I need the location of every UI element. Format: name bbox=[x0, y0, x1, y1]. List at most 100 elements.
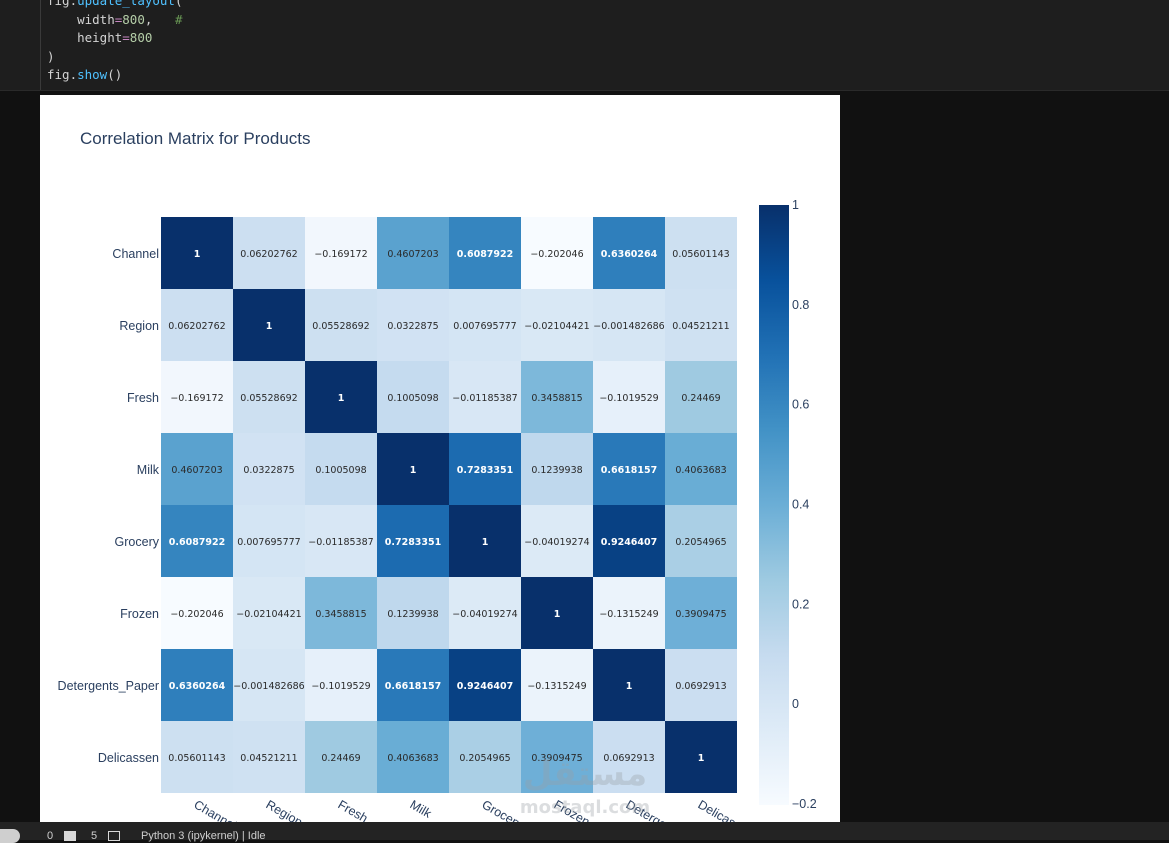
y-tick-label: Channel bbox=[112, 247, 159, 261]
heatmap-cell-label: 0.6087922 bbox=[457, 249, 514, 260]
heatmap-cell bbox=[593, 289, 665, 361]
heatmap-cell-label: 0.05601143 bbox=[672, 249, 729, 260]
heatmap-cell bbox=[449, 289, 521, 361]
colorbar-tick-label: 0.4 bbox=[792, 497, 809, 511]
heatmap-cell bbox=[665, 433, 737, 505]
heatmap-cell bbox=[161, 361, 233, 433]
watermark-logo: مستقل mostaql.com bbox=[520, 754, 650, 818]
heatmap-cell-label: 0.04521211 bbox=[672, 321, 729, 332]
heatmap-cell bbox=[377, 577, 449, 649]
heatmap-cell-label: −0.02104421 bbox=[524, 321, 589, 332]
heatmap-cell bbox=[449, 217, 521, 289]
code-token-width-value: 800 bbox=[122, 11, 145, 27]
x-tick-label: Grocery bbox=[480, 797, 526, 822]
colorbar bbox=[759, 205, 789, 805]
colorbar-tick-labels: 1 0.8 0.6 0.4 0.2 0 −0.2 bbox=[792, 198, 817, 811]
heatmap-cell-label: 0.24469 bbox=[321, 753, 360, 764]
heatmap-cell-label: 0.4063683 bbox=[387, 753, 438, 764]
heatmap-cell-label: 1 bbox=[698, 753, 705, 764]
heatmap-cell bbox=[521, 217, 593, 289]
heatmap-cell-label: 1 bbox=[554, 609, 561, 620]
heatmap-cell-label: 0.1239938 bbox=[531, 465, 582, 476]
heatmap-cell bbox=[593, 361, 665, 433]
kernel-status: Python 3 (ipykernel) | Idle bbox=[141, 830, 266, 842]
colorbar-tick-label: 0.8 bbox=[792, 298, 809, 312]
heatmap-cell bbox=[665, 721, 737, 793]
heatmap-cell bbox=[305, 289, 377, 361]
heatmap-cell-label: 0.0692913 bbox=[603, 753, 654, 764]
colorbar-tick-label: 0.6 bbox=[792, 398, 809, 412]
heatmap-cell-label: −0.04019274 bbox=[524, 537, 589, 548]
heatmap-cell-label: −0.01185387 bbox=[452, 393, 517, 404]
heatmap-cell-label: 0.1005098 bbox=[387, 393, 438, 404]
heatmap-cell bbox=[233, 577, 305, 649]
heatmap-cell-label: 0.2054965 bbox=[675, 537, 726, 548]
heatmap-cell-label: 0.4063683 bbox=[675, 465, 726, 476]
heatmap-cell bbox=[593, 649, 665, 721]
heatmap-cell-label: 0.4607203 bbox=[171, 465, 222, 476]
heatmap-cell bbox=[377, 433, 449, 505]
code-editor[interactable]: fig.update_layout( width=800, # height=8… bbox=[47, 0, 183, 85]
heatmap-cell bbox=[449, 721, 521, 793]
heatmap-cell bbox=[449, 577, 521, 649]
heatmap-cell-label: 0.007695777 bbox=[453, 321, 516, 332]
code-token-height: height bbox=[77, 30, 123, 45]
heatmap-cell-label: 1 bbox=[338, 393, 345, 404]
x-tick-label: Region bbox=[264, 797, 305, 822]
heatmap-cell-label: −0.169172 bbox=[314, 249, 367, 260]
y-tick-label: Frozen bbox=[120, 607, 159, 621]
heatmap-cell bbox=[305, 217, 377, 289]
chart-title: Correlation Matrix for Products bbox=[80, 129, 311, 148]
code-token-height-value: 800 bbox=[129, 30, 153, 45]
svg-text:مستقل: مستقل bbox=[523, 754, 647, 794]
heatmap-cell-label: 1 bbox=[194, 249, 201, 260]
heatmap-cell bbox=[161, 649, 233, 721]
heatmap-cell bbox=[161, 505, 233, 577]
heatmap-cell bbox=[449, 361, 521, 433]
code-token-update-layout: update_layout bbox=[77, 0, 175, 8]
heatmap-cell bbox=[233, 649, 305, 721]
heatmap-cell bbox=[161, 433, 233, 505]
heatmap-cell-label: 0.6360264 bbox=[169, 681, 226, 692]
heatmap-cell-label: −0.1019529 bbox=[599, 393, 658, 404]
heatmap-cell-label: 0.2054965 bbox=[459, 753, 510, 764]
heatmap-cell bbox=[377, 217, 449, 289]
code-token-fig-2: fig bbox=[47, 67, 70, 82]
y-tick-label: Grocery bbox=[115, 535, 160, 549]
x-tick-label: Delicassen bbox=[696, 797, 756, 822]
heatmap-cell bbox=[665, 577, 737, 649]
heatmap-cell bbox=[593, 433, 665, 505]
heatmap-cell bbox=[233, 361, 305, 433]
heatmap-cell-label: 0.05528692 bbox=[240, 393, 297, 404]
heatmap-cell bbox=[161, 217, 233, 289]
heatmap-cell bbox=[665, 505, 737, 577]
code-cell[interactable]: fig.update_layout( width=800, # height=8… bbox=[0, 0, 1169, 91]
plot-output: Correlation Matrix for Products 1 0.06202… bbox=[40, 95, 840, 822]
heatmap-cell-label: 1 bbox=[266, 321, 273, 332]
heatmap-cell-label: −0.02104421 bbox=[236, 609, 301, 620]
heatmap-cell bbox=[593, 721, 665, 793]
simple-mode-toggle[interactable] bbox=[0, 829, 20, 843]
code-token-width: width bbox=[77, 11, 115, 27]
y-tick-label: Detergents_Paper bbox=[58, 679, 159, 693]
heatmap-cell bbox=[233, 721, 305, 793]
heatmap-cell-label: −0.169172 bbox=[170, 393, 223, 404]
heatmap-cell bbox=[305, 577, 377, 649]
heatmap-cell-label: −0.1315249 bbox=[527, 681, 586, 692]
heatmap-cell-label: 0.24469 bbox=[681, 393, 720, 404]
heatmap-cell-label: 0.3458815 bbox=[315, 609, 366, 620]
colorbar-tick-label: 0 bbox=[792, 697, 799, 711]
terminal-icon[interactable] bbox=[64, 831, 76, 841]
heatmap-cell-label: 0.7283351 bbox=[457, 465, 514, 476]
heatmap-cell-label: 0.06202762 bbox=[168, 321, 225, 332]
heatmap-cell bbox=[305, 361, 377, 433]
heatmap-cell-label: 0.4607203 bbox=[387, 249, 438, 260]
heatmap-cell-label: 0.0692913 bbox=[675, 681, 726, 692]
heatmap-cell-label: −0.01185387 bbox=[308, 537, 373, 548]
heatmap-cell-label: 0.6360264 bbox=[601, 249, 658, 260]
heatmap-cell bbox=[377, 505, 449, 577]
heatmap-cells: 1 0.06202762 −0.169172 0.4607203 0.6087922 −0… bbox=[161, 217, 737, 793]
heatmap-cell bbox=[161, 577, 233, 649]
code-token-comment: # bbox=[174, 11, 183, 27]
heatmap-cell bbox=[449, 649, 521, 721]
